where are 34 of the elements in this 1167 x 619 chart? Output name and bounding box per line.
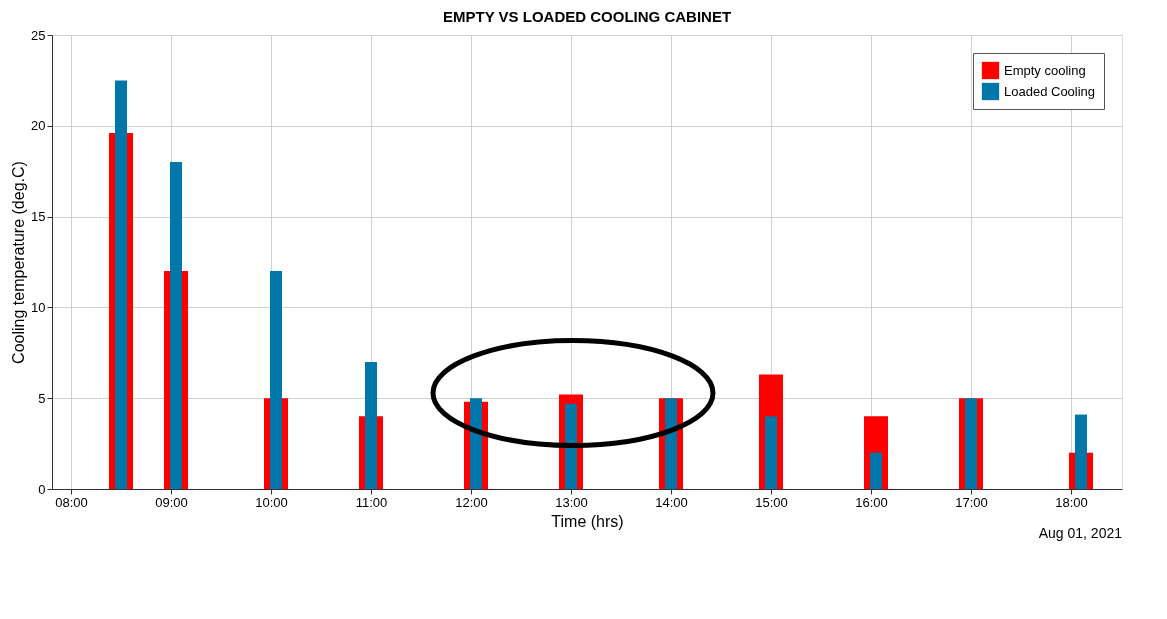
x-axis-title: Time (hrs) [551, 512, 624, 530]
bar [115, 80, 127, 489]
y-tick-label: 0 [38, 481, 46, 497]
y-tick-label: 20 [31, 118, 46, 134]
x-tick-label: 18:00 [1055, 494, 1088, 510]
y-tick-label: 25 [31, 27, 46, 43]
x-tick-label: 08:00 [55, 494, 88, 510]
y-axis-title: Cooling temperature (deg.C) [10, 161, 28, 364]
y-tick-label: 5 [38, 390, 46, 406]
y-tick-label: 15 [31, 209, 46, 225]
x-tick-label: 12:00 [455, 494, 488, 510]
bar [470, 398, 482, 489]
bar [870, 452, 882, 489]
x-tick-label: 10:00 [255, 494, 288, 510]
bar [565, 403, 577, 489]
bar [1075, 414, 1087, 489]
chart-title: EMPTY VS LOADED COOLING CABINET [442, 8, 732, 25]
x-tick-label: 11:00 [355, 494, 388, 510]
legend-label: Empty cooling [1004, 62, 1086, 78]
x-tick-label: 15:00 [755, 494, 788, 510]
x-tick-label: 09:00 [155, 494, 188, 510]
legend-label: Loaded Cooling [1004, 83, 1096, 99]
bar [170, 162, 182, 489]
bar [665, 398, 677, 489]
y-tick-label: 10 [31, 299, 46, 315]
x-tick-label: 14:00 [655, 494, 688, 510]
bar [365, 361, 377, 489]
x-tick-label: 17:00 [955, 494, 988, 510]
x-tick-label: 16:00 [855, 494, 888, 510]
text: Aug 01, 2021 [1038, 525, 1123, 541]
x-tick-label: 13:00 [555, 494, 588, 510]
bar [765, 416, 777, 489]
bar [965, 398, 977, 489]
bar [270, 271, 282, 489]
